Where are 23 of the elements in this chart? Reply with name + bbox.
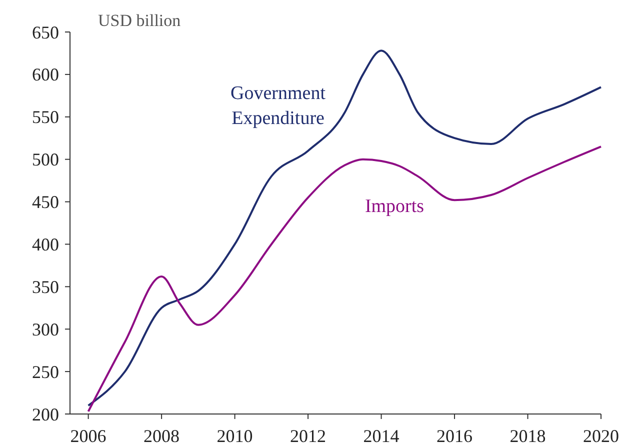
y-tick-label: 600 bbox=[32, 64, 59, 85]
y-tick-label: 450 bbox=[32, 192, 59, 212]
line-series bbox=[87, 50, 602, 407]
x-tick-label: 2012 bbox=[290, 426, 326, 446]
y-tick-label: 550 bbox=[32, 107, 59, 128]
x-tick-label: 2016 bbox=[436, 426, 473, 446]
y-tick-label: 250 bbox=[32, 362, 59, 382]
x-tick-label: 2020 bbox=[583, 426, 619, 446]
y-axis-title: USD billion bbox=[98, 11, 182, 30]
y-tick-label: 500 bbox=[32, 150, 59, 170]
series-label: Imports bbox=[364, 196, 424, 218]
x-tick-label: 2010 bbox=[216, 426, 253, 446]
x-tick-label: 2014 bbox=[363, 426, 400, 446]
series-label: Government Expenditure bbox=[230, 82, 326, 129]
x-tick-label: 2008 bbox=[144, 426, 180, 446]
x-tick-label: 2006 bbox=[70, 426, 106, 446]
y-tick-label: 650 bbox=[32, 22, 59, 42]
line-series bbox=[87, 146, 602, 412]
y-tick-label: 200 bbox=[32, 404, 59, 424]
x-tick-label: 2018 bbox=[510, 426, 546, 446]
y-tick-label: 350 bbox=[32, 276, 59, 297]
y-tick-label: 400 bbox=[32, 234, 59, 255]
y-tick-label: 300 bbox=[32, 319, 59, 340]
